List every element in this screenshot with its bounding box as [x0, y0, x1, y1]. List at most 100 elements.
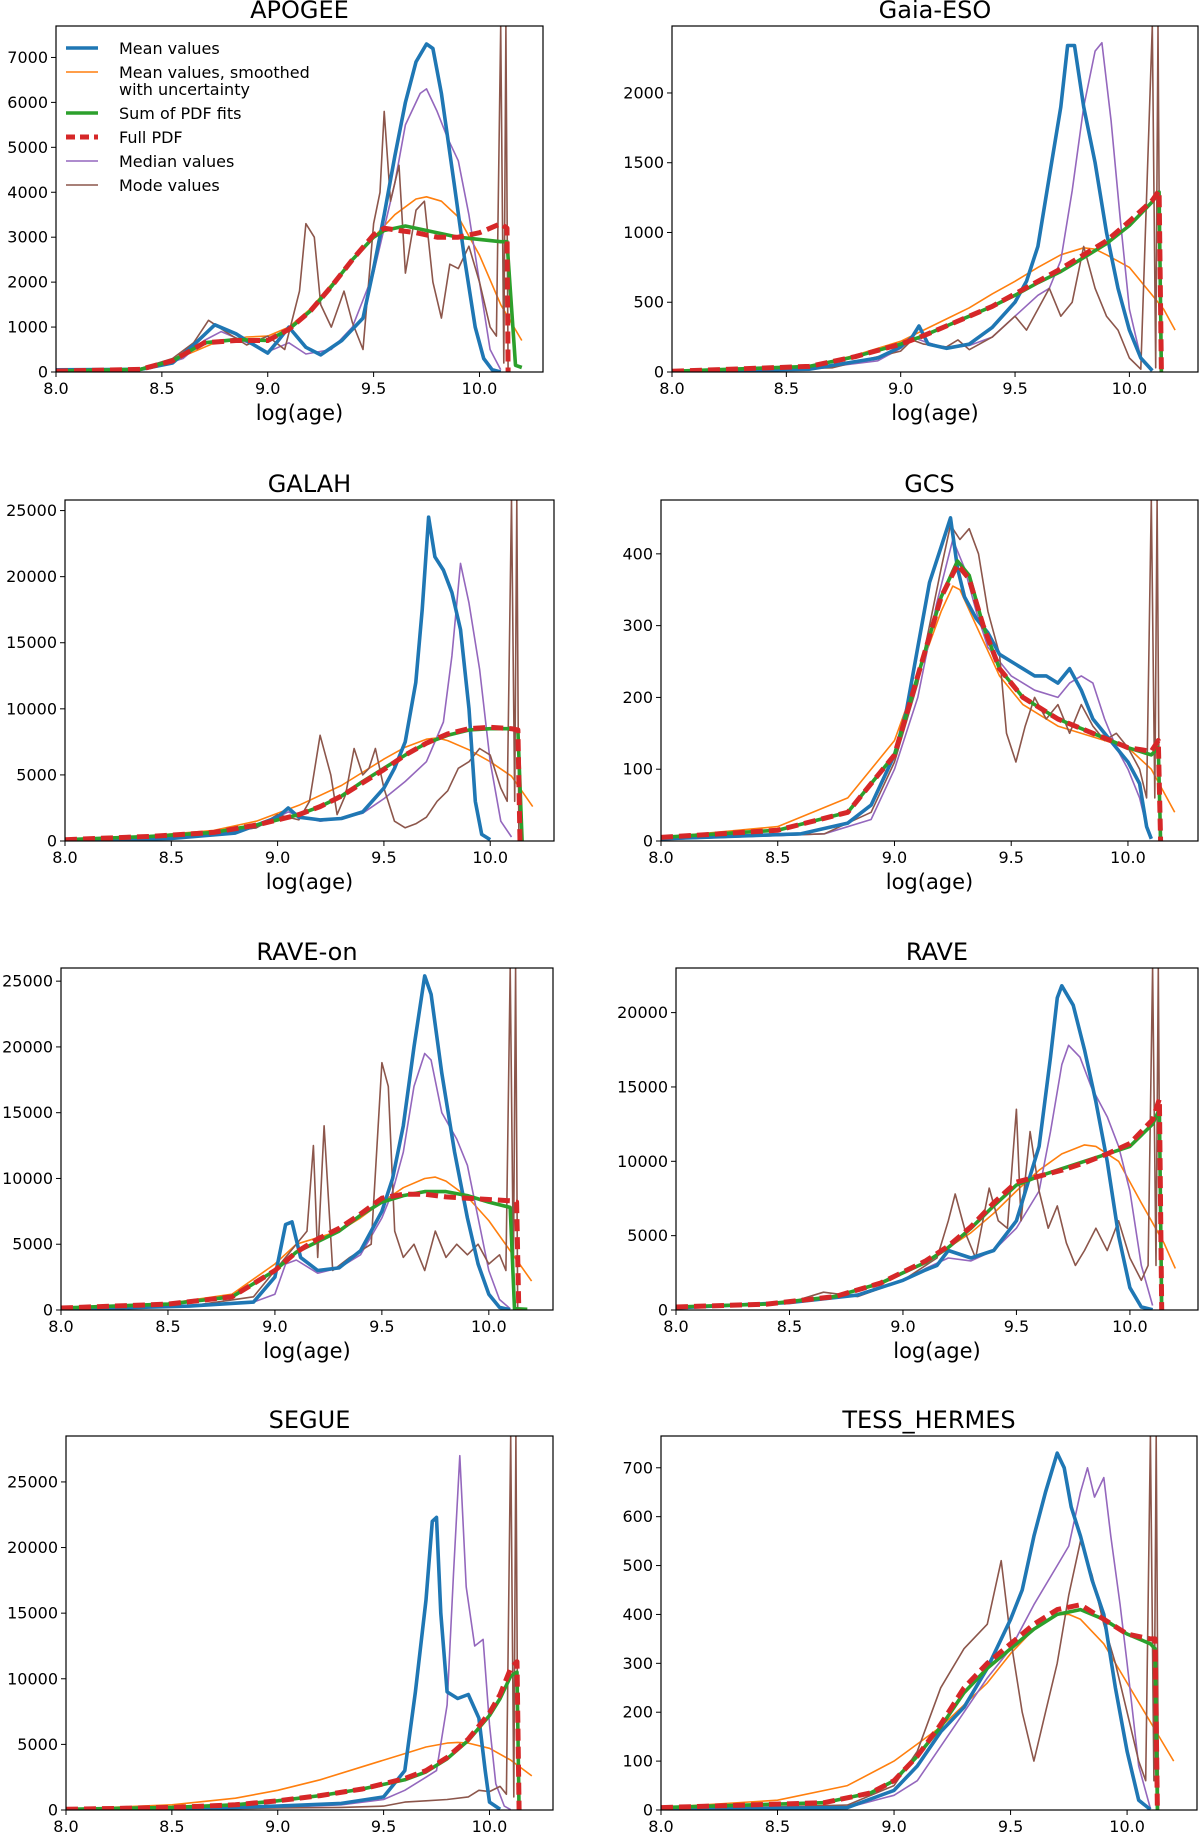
chart-title: RAVE-on: [256, 938, 357, 966]
series-group: [61, 968, 533, 1310]
legend-label: Sum of PDF fits: [119, 104, 241, 123]
x-tick-label: 9.0: [255, 379, 280, 398]
series-line-sum: [65, 726, 524, 841]
series-line-median: [61, 1052, 511, 1310]
series-line-mean: [672, 43, 1154, 372]
x-tick-label: 10.0: [471, 1317, 507, 1336]
x-axis-label: log(age): [263, 1339, 351, 1363]
x-tick-label: 9.0: [890, 1317, 915, 1336]
x-tick-label: 10.0: [472, 848, 508, 867]
legend-label: Mean values, smoothed: [119, 63, 310, 82]
x-axis-label: log(age): [893, 1339, 981, 1363]
y-tick-label: 10000: [6, 699, 57, 718]
legend-label: Mode values: [119, 176, 220, 195]
panel-tess-hermes: TESS_HERMES 8.0 8.5 9.0 9.5 10.0 0 100 200 300 400…: [622, 1406, 1198, 1836]
x-tick-label: 8.5: [774, 379, 799, 398]
x-tick-label: 9.0: [888, 379, 913, 398]
x-tick-label: 8.0: [648, 848, 673, 867]
panel-galah: GALAH 8.0 8.5 9.0 9.5 10.0 0 5000 10000 15000 2000…: [6, 470, 555, 894]
series-line-mode: [56, 26, 509, 372]
y-tick-label: 1000: [7, 318, 48, 337]
y-tick-label: 400: [622, 1605, 653, 1624]
x-tick-label: 10.0: [1110, 848, 1146, 867]
series-line-mean: [61, 974, 511, 1310]
y-tick-label: 5000: [17, 1735, 58, 1754]
x-axis-label: log(age): [256, 401, 344, 425]
series-line-mean: [56, 42, 502, 372]
legend-item-sum: Sum of PDF fits: [66, 104, 241, 123]
panel-rave: RAVE 8.0 8.5 9.0 9.5 10.0 0 5000 10000 15000 20000…: [617, 938, 1199, 1363]
x-tick-label: 8.0: [659, 379, 684, 398]
x-tick-label: 8.5: [777, 1317, 802, 1336]
y-tick-label: 5000: [12, 1235, 53, 1254]
y-tick-label: 10000: [7, 1669, 58, 1688]
x-tick-label: 8.0: [53, 1817, 78, 1836]
y-tick-label: 0: [43, 1301, 53, 1320]
y-tick-label: 0: [38, 363, 48, 382]
chart-title: RAVE: [906, 938, 968, 966]
x-tick-label: 8.5: [155, 1317, 180, 1336]
series-line-full: [661, 562, 1164, 841]
y-tick-label: 200: [622, 1703, 653, 1722]
x-tick-label: 9.0: [265, 1817, 290, 1836]
y-tick-label: 400: [622, 544, 653, 563]
y-tick-label: 0: [643, 832, 653, 851]
series-line-full: [66, 1659, 522, 1810]
series-line-sum: [661, 1607, 1160, 1810]
legend-label: Median values: [119, 152, 234, 171]
x-tick-label: 8.5: [765, 1817, 790, 1836]
panel-apogee: APOGEE 8.0 8.5 9.0 9.5 10.0 0 1000 2000 3000 4000 5…: [7, 0, 544, 425]
y-tick-label: 500: [633, 293, 664, 312]
y-tick-label: 10000: [617, 1152, 668, 1171]
panel-segue: SEGUE 8.0 8.5 9.0 9.5 10.0 0 5000 10000 15000 2000…: [7, 1406, 554, 1836]
y-tick-label: 600: [622, 1507, 653, 1526]
y-tick-label: 700: [622, 1458, 653, 1477]
series-group: [56, 26, 523, 372]
y-tick-label: 15000: [7, 1604, 58, 1623]
x-tick-label: 10.0: [1109, 1817, 1145, 1836]
chart-title: APOGEE: [250, 0, 349, 24]
y-tick-label: 5000: [627, 1226, 668, 1245]
legend-item-full: Full PDF: [66, 128, 183, 147]
y-tick-label: 0: [658, 1301, 668, 1320]
y-tick-label: 1500: [623, 153, 664, 172]
y-tick-label: 6000: [7, 93, 48, 112]
x-tick-label: 9.0: [881, 1817, 906, 1836]
x-tick-label: 8.5: [765, 848, 790, 867]
axes-frame: [660, 499, 1199, 842]
legend-label: Mean values: [119, 39, 220, 58]
y-tick-label: 100: [622, 1752, 653, 1771]
x-tick-label: 9.0: [882, 848, 907, 867]
y-tick-label: 200: [622, 688, 653, 707]
y-tick-label: 15000: [2, 1103, 53, 1122]
y-tick-label: 500: [622, 1556, 653, 1575]
x-tick-label: 8.0: [648, 1817, 673, 1836]
legend-item-mean: Mean values: [66, 39, 220, 58]
x-tick-label: 10.0: [462, 379, 498, 398]
series-group: [661, 1436, 1175, 1810]
series-group: [672, 26, 1176, 372]
x-tick-label: 9.5: [371, 1817, 396, 1836]
y-tick-label: 2000: [623, 83, 664, 102]
x-tick-label: 8.0: [663, 1317, 688, 1336]
y-tick-label: 2000: [7, 273, 48, 292]
y-tick-label: 5000: [7, 138, 48, 157]
series-line-smooth: [661, 1613, 1175, 1809]
series-line-smooth: [65, 737, 534, 841]
series-line-smooth: [676, 1144, 1177, 1308]
axes-frame: [675, 967, 1199, 1311]
x-tick-label: 9.5: [1004, 1317, 1029, 1336]
series-line-sum: [672, 190, 1164, 372]
x-tick-label: 8.5: [159, 1817, 184, 1836]
series-line-median: [661, 1467, 1152, 1810]
axes-frame: [60, 967, 554, 1311]
y-tick-label: 5000: [16, 765, 57, 784]
axes-frame: [671, 25, 1199, 373]
series-line-sum: [676, 1107, 1164, 1310]
series-line-mode: [661, 1436, 1160, 1810]
series-line-mean: [661, 1451, 1152, 1810]
axes-frame: [55, 25, 544, 373]
axes-frame: [65, 1435, 554, 1811]
axes-frame: [64, 499, 555, 842]
